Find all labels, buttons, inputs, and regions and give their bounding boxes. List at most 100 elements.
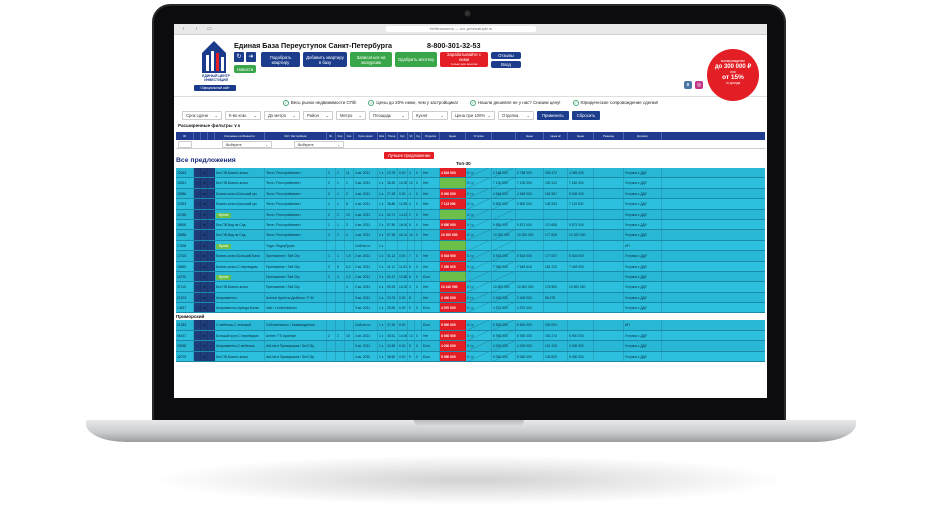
- nav-add-apartment[interactable]: Добавить квартиру в базу: [303, 52, 347, 67]
- back-icon[interactable]: ‹: [182, 26, 185, 32]
- column-header[interactable]: Срок сдачи: [354, 132, 378, 140]
- table-row[interactable]: 20588 ▯ ◙ ⌖ Без ПВ,Вид на Сад Terra / Росстро…: [176, 230, 765, 241]
- refresh-icon[interactable]: ↻: [234, 52, 244, 62]
- cell-pin-icon[interactable]: ⌖: [208, 240, 215, 251]
- filter-area[interactable]: Площадь ⌄: [369, 111, 409, 120]
- nav-mortgage[interactable]: Одобрить ипотеку: [395, 52, 437, 67]
- cell-doc-icon[interactable]: ▯: [194, 209, 201, 219]
- cell-pin-icon[interactable]: ⌖: [208, 341, 215, 351]
- column-header[interactable]: Сек: [345, 132, 354, 140]
- cell-doc-icon[interactable]: ▯: [194, 292, 201, 303]
- column-header[interactable]: ID: [176, 132, 194, 140]
- cell-doc-icon[interactable]: ▯: [194, 341, 201, 351]
- cell-doc-icon[interactable]: ▯: [194, 330, 201, 341]
- cell-doc-icon[interactable]: ▯: [194, 261, 201, 271]
- table-row[interactable]: 33061 ▯ ◙ ⌖ Без ПВ,Бизнес-класс Terra / Росст…: [176, 178, 765, 189]
- column-header[interactable]: Договор: [624, 132, 662, 140]
- cell-camera-icon[interactable]: ◙: [201, 178, 208, 188]
- filter-district[interactable]: Район ⌄: [303, 111, 333, 120]
- cell-camera-icon[interactable]: ◙: [201, 209, 208, 219]
- cell-camera-icon[interactable]: ◙: [201, 351, 208, 362]
- table-row[interactable]: 66437 ▯ ◙ ⌖ Больший кухн,С переводом Amber / …: [176, 330, 765, 342]
- filter-completion[interactable]: Срок сдачи ⌄: [182, 111, 222, 120]
- id-filter-input[interactable]: [178, 141, 192, 148]
- nav-login[interactable]: Вход: [491, 61, 521, 68]
- cell-camera-icon[interactable]: ◙: [201, 168, 208, 178]
- filter-finish[interactable]: Отделка ⌄: [498, 111, 534, 120]
- filter-metro[interactable]: Метро ⌄: [336, 111, 366, 120]
- phone-number[interactable]: 8-800-301-32-53: [427, 41, 481, 50]
- arrow-icon[interactable]: ➜: [246, 52, 256, 62]
- reset-button[interactable]: Сбросить: [571, 111, 601, 120]
- column-header[interactable]: [201, 132, 208, 140]
- cell-doc-icon[interactable]: ▯: [194, 351, 201, 362]
- cell-doc-icon[interactable]: ▯: [194, 320, 201, 330]
- cell-pin-icon[interactable]: ⌖: [208, 330, 215, 341]
- cell-doc-icon[interactable]: ▯: [194, 271, 201, 282]
- complex-filter-select[interactable]: Выберите ⌄: [294, 141, 344, 148]
- cell-doc-icon[interactable]: ▯: [194, 230, 201, 240]
- table-row[interactable]: 21283 ▯ ◙ ⌖ С мебелью,С техникой Собственност…: [176, 320, 765, 331]
- column-header[interactable]: Отделка: [422, 132, 440, 140]
- nav-find-apartment[interactable]: Подобрать квартиру: [261, 52, 300, 67]
- table-row[interactable]: 22383 ▯ ◙ ⌖ Бизнес-класс,Больший кух Terra / …: [176, 199, 765, 210]
- column-header[interactable]: Разница: [594, 132, 624, 140]
- column-header[interactable]: Цена: [516, 132, 544, 140]
- cell-pin-icon[interactable]: ⌖: [208, 261, 215, 271]
- features-filter-select[interactable]: Выберите ⌄: [222, 141, 272, 148]
- nav-earn[interactable]: Зарабатывайте с нами только для агентов: [440, 52, 488, 67]
- cell-camera-icon[interactable]: ◙: [201, 271, 208, 282]
- forward-icon[interactable]: ›: [195, 26, 198, 32]
- cell-doc-icon[interactable]: ▯: [194, 240, 201, 251]
- column-header[interactable]: Цена м²: [544, 132, 568, 140]
- cell-pin-icon[interactable]: ⌖: [208, 351, 215, 362]
- cell-camera-icon[interactable]: ◙: [201, 188, 208, 199]
- table-row[interactable]: 20838 ▯ ◙ ⌖ Апартаменты,С мебелью ArtLine в П…: [176, 341, 765, 352]
- cell-camera-icon[interactable]: ◙: [201, 282, 208, 292]
- column-header[interactable]: [208, 132, 215, 140]
- cell-pin-icon[interactable]: ⌖: [208, 209, 215, 219]
- column-header[interactable]: Площ: [386, 132, 398, 140]
- column-header[interactable]: Эт: [408, 132, 415, 140]
- table-row[interactable]: 17838 ▯ ◙ ⌖ Бронь Yoga / ЛидерГрупп Собств-ть 1…: [176, 240, 765, 252]
- promo-badge[interactable]: вознаграждение до 300 000 ₽ или от 15% о…: [707, 49, 759, 101]
- apply-button[interactable]: Применить: [537, 111, 569, 120]
- filter-metro-distance[interactable]: До метро ⌄: [264, 111, 300, 120]
- logo-icon[interactable]: [196, 39, 232, 79]
- column-header[interactable]: Эт.: [327, 132, 336, 140]
- cell-doc-icon[interactable]: ▯: [194, 219, 201, 230]
- cell-pin-icon[interactable]: ⌖: [208, 178, 215, 188]
- cell-pin-icon[interactable]: ⌖: [208, 320, 215, 330]
- cell-camera-icon[interactable]: ◙: [201, 219, 208, 230]
- column-header[interactable]: Сд: [415, 132, 422, 140]
- table-row[interactable]: 18560 ▯ ◙ ⌖ Бизнес-класс,С переводом Притяжен…: [176, 261, 765, 272]
- cell-camera-icon[interactable]: ◙: [201, 303, 208, 313]
- cell-pin-icon[interactable]: ⌖: [208, 188, 215, 199]
- column-header[interactable]: Цена: [568, 132, 594, 140]
- cell-camera-icon[interactable]: ◙: [201, 261, 208, 271]
- cell-camera-icon[interactable]: ◙: [201, 330, 208, 341]
- column-header[interactable]: Цена: [440, 132, 466, 140]
- filter-price[interactable]: Цена при 100% ⌄: [451, 111, 495, 120]
- vk-icon[interactable]: в: [684, 81, 692, 89]
- cell-doc-icon[interactable]: ▯: [194, 251, 201, 261]
- column-header[interactable]: Ком: [378, 132, 386, 140]
- cell-doc-icon[interactable]: ▯: [194, 303, 201, 313]
- column-header[interactable]: ЖК / Застройщик: [265, 132, 327, 140]
- table-row[interactable]: 20063 ▯ ◙ ⌖ Без ПВ,Бизнес-класс Terra / Росст…: [176, 168, 765, 179]
- column-header[interactable]: Кор: [336, 132, 345, 140]
- cell-camera-icon[interactable]: ◙: [201, 199, 208, 209]
- cell-pin-icon[interactable]: ⌖: [208, 282, 215, 292]
- cell-pin-icon[interactable]: ⌖: [208, 303, 215, 313]
- cell-camera-icon[interactable]: ◙: [201, 341, 208, 351]
- cell-doc-icon[interactable]: ▯: [194, 188, 201, 199]
- cell-camera-icon[interactable]: ◙: [201, 292, 208, 303]
- cell-camera-icon[interactable]: ◙: [201, 251, 208, 261]
- table-row[interactable]: 20586 ▯ ◙ ⌖ Бизнес-класс,Больший кух Terra / …: [176, 188, 765, 200]
- cell-pin-icon[interactable]: ⌖: [208, 199, 215, 209]
- instagram-icon[interactable]: ◎: [695, 81, 703, 89]
- column-header[interactable]: Уступка: [466, 132, 492, 140]
- table-row[interactable]: 21058 ▯ ◙ ⌖ Бронь Terra / Росстройинвест 2 2 10 4…: [176, 209, 765, 220]
- table-row[interactable]: 21203 ▯ ◙ ⌖ Апартаменты Avenue Apart на Дыбен…: [176, 292, 765, 304]
- column-header[interactable]: [194, 132, 201, 140]
